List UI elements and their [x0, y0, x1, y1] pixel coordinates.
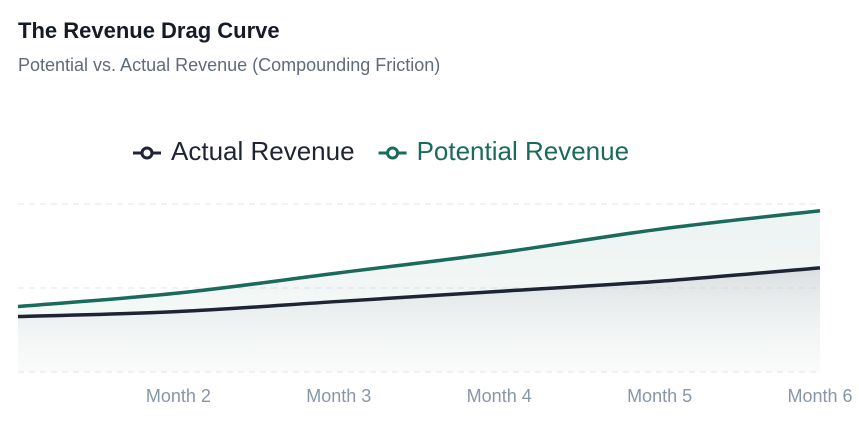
x-tick-label: Month 3	[306, 386, 371, 406]
area	[18, 267, 820, 372]
legend-marker	[386, 146, 400, 160]
legend-label: Actual Revenue	[171, 136, 355, 166]
line	[17, 266, 821, 319]
x-tick-label: Month 6	[787, 386, 852, 406]
x-tick-label: Month 4	[467, 386, 532, 406]
x-tick-label: Month 5	[627, 386, 692, 406]
chart-subtitle: Potential vs. Actual Revenue (Compoundin…	[18, 55, 440, 75]
x-tick-label: Month 2	[146, 386, 211, 406]
legend-label: Potential Revenue	[417, 136, 629, 166]
legend: Actual Revenue Potential Revenue	[133, 136, 629, 166]
chart-title: The Revenue Drag Curve	[18, 18, 280, 43]
line	[17, 208, 821, 309]
legend-marker	[140, 146, 154, 160]
